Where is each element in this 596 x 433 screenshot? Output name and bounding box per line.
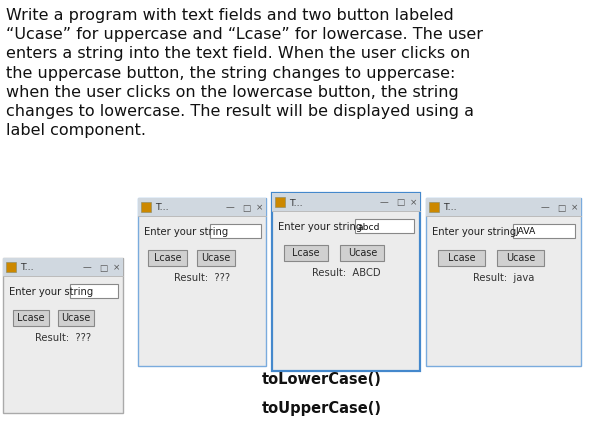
Text: Result:  ???: Result: ??? — [174, 273, 230, 283]
Text: —: — — [541, 204, 550, 213]
Bar — [6, 262, 16, 272]
Text: Result:  ???: Result: ??? — [35, 333, 91, 343]
Bar — [272, 193, 420, 371]
Bar — [275, 197, 285, 207]
Text: ×: × — [410, 198, 417, 207]
Bar — [340, 245, 384, 261]
Text: Result:  ABCD: Result: ABCD — [312, 268, 380, 278]
Bar — [3, 258, 123, 413]
Bar — [426, 198, 581, 366]
Bar — [141, 202, 151, 212]
Text: Lcase: Lcase — [448, 253, 476, 263]
Text: T...: T... — [20, 264, 33, 272]
Text: Result:  java: Result: java — [473, 273, 534, 283]
Text: Lcase: Lcase — [292, 248, 320, 258]
Text: —: — — [226, 204, 235, 213]
Text: Ucase: Ucase — [201, 253, 231, 263]
Bar — [13, 310, 49, 326]
Bar — [439, 250, 485, 266]
Bar — [138, 198, 266, 216]
Text: T...: T... — [289, 198, 303, 207]
Text: □: □ — [396, 198, 404, 207]
Text: Ucase: Ucase — [347, 248, 377, 258]
Text: toLowerCase(): toLowerCase() — [262, 372, 382, 388]
Text: Enter your string: Enter your string — [432, 227, 516, 237]
Bar — [272, 193, 420, 211]
Bar — [429, 202, 439, 212]
Text: T...: T... — [443, 204, 457, 213]
Bar — [426, 198, 581, 216]
Text: ×: × — [113, 264, 120, 272]
Text: ×: × — [256, 204, 263, 213]
Bar — [355, 219, 414, 233]
Bar — [210, 224, 261, 238]
Bar — [70, 284, 118, 298]
Text: abcd: abcd — [358, 223, 380, 232]
Bar — [497, 250, 544, 266]
Bar — [284, 245, 328, 261]
Text: ×: × — [571, 204, 578, 213]
Text: Enter your string: Enter your string — [144, 227, 228, 237]
Text: —: — — [83, 264, 92, 272]
Bar — [197, 250, 235, 266]
Text: □: □ — [557, 204, 565, 213]
Text: Ucase: Ucase — [61, 313, 91, 323]
Text: □: □ — [99, 264, 107, 272]
Text: Enter your string: Enter your string — [9, 287, 93, 297]
Bar — [138, 198, 266, 366]
Bar — [148, 250, 187, 266]
Bar — [58, 310, 94, 326]
Text: Ucase: Ucase — [506, 253, 535, 263]
Text: Enter your string: Enter your string — [278, 222, 362, 232]
Text: Write a program with text fields and two button labeled
“Ucase” for uppercase an: Write a program with text fields and two… — [6, 8, 483, 138]
Text: JAVA: JAVA — [516, 227, 536, 236]
Text: □: □ — [242, 204, 250, 213]
Text: T...: T... — [155, 204, 169, 213]
Bar — [513, 224, 575, 238]
Text: toUpperCase(): toUpperCase() — [262, 401, 382, 416]
Text: Lcase: Lcase — [17, 313, 44, 323]
Bar — [3, 258, 123, 276]
Text: —: — — [380, 198, 389, 207]
Text: Lcase: Lcase — [154, 253, 181, 263]
